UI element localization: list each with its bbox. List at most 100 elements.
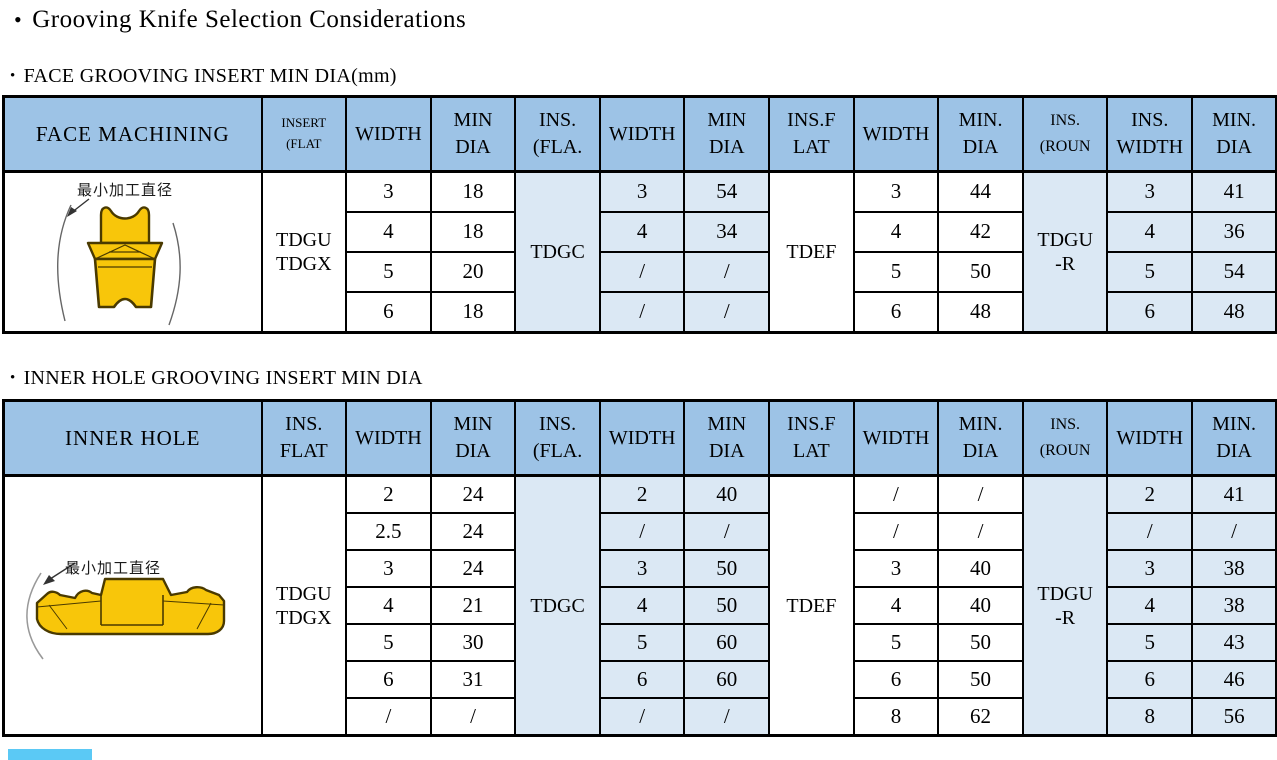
min-dia-cell: 20 (429, 251, 517, 293)
min-dia-cell: 48 (937, 291, 1024, 334)
heading-bullet: • (10, 68, 16, 84)
min-dia-cell: / (937, 474, 1024, 514)
width-cell: 6 (1106, 291, 1194, 334)
min-dia-cell: 50 (937, 251, 1024, 293)
min-dia-cell: 46 (1191, 660, 1277, 699)
table-row: 5 20//5 50 5 54 (4, 251, 1277, 293)
width-cell: 3 (1106, 549, 1194, 588)
min-dia-cell: 18 (429, 170, 517, 213)
column-header: INS. FLAT (260, 399, 348, 477)
width-cell: / (598, 251, 686, 293)
table-row: 5 30 5 60 5 50 5 43 (4, 623, 1277, 662)
inner-hole-insert-diagram (26, 562, 226, 660)
min-dia-cell: / (937, 512, 1024, 551)
width-cell: 6 (852, 291, 940, 334)
column-header: FACE MACHINING (2, 95, 263, 173)
min-dia-cell: 41 (1191, 474, 1277, 514)
min-dia-cell: 40 (937, 586, 1024, 625)
width-cell: 2 (598, 474, 686, 514)
width-cell: 4 (1106, 211, 1194, 253)
min-dia-cell: 18 (429, 211, 517, 253)
column-header: MIN. DIA (937, 399, 1024, 477)
table-row: 最小加工直径 TDGU TDGX 3 18 TDGC 3 54 TDEF 3 44 TDGU -R 3… (2, 170, 1277, 334)
column-header: MIN DIA (683, 95, 771, 173)
min-dia-cell: 43 (1191, 623, 1277, 662)
column-header: MIN. DIA (1191, 95, 1277, 173)
min-dia-cell: 54 (1191, 251, 1277, 293)
width-cell: / (598, 697, 686, 737)
width-cell: 6 (852, 660, 940, 699)
min-dia-cell: 24 (429, 512, 517, 551)
section-heading-text: INNER HOLE GROOVING INSERT MIN DIA (23, 367, 423, 389)
width-cell: 4 (598, 211, 686, 253)
width-cell: 3 (1106, 170, 1194, 213)
width-cell: 4 (1106, 586, 1194, 625)
min-dia-cell: 34 (683, 211, 771, 253)
width-cell: / (345, 697, 432, 737)
min-dia-cell: / (683, 697, 771, 737)
min-dia-cell: 40 (683, 474, 771, 514)
insert-type-cell: TDGU TDGX (260, 474, 348, 737)
min-dia-cell: 56 (1191, 697, 1277, 737)
min-dia-cell: 30 (429, 623, 517, 662)
table-row: 3 24 3 50 3 40 3 38 (4, 549, 1277, 588)
column-header: INSERT (FLAT (260, 95, 348, 173)
min-dia-cell: 41 (1191, 170, 1277, 213)
width-cell: / (1106, 512, 1194, 551)
width-cell: 5 (345, 623, 432, 662)
min-dia-cell: 60 (683, 660, 771, 699)
section-heading-face-grooving: • FACE GROOVING INSERT MIN DIA(mm) (10, 65, 397, 88)
title-bullet: • (14, 7, 23, 32)
width-cell: 5 (1106, 251, 1194, 293)
diagram-caption: 最小加工直径 (65, 559, 162, 577)
min-dia-cell: / (683, 512, 771, 551)
column-header: INS. (FLA. (514, 399, 601, 477)
table-row: 2.5 24// / / / / (4, 512, 1277, 551)
table-row: 最小加工直径 TDGU TDGX 2 24 TDGC 2 40 TDEF / / TDGU -R 2 4… (2, 474, 1277, 737)
width-cell: / (852, 474, 940, 514)
min-dia-cell: 21 (429, 586, 517, 625)
min-dia-cell: 31 (429, 660, 517, 699)
width-cell: 3 (852, 170, 940, 213)
min-dia-cell: 38 (1191, 586, 1277, 625)
min-dia-cell: / (1191, 512, 1277, 551)
min-dia-cell: 38 (1191, 549, 1277, 588)
column-header: WIDTH (345, 399, 432, 477)
min-dia-cell: / (683, 291, 771, 334)
width-cell: 5 (1106, 623, 1194, 662)
width-cell: 5 (598, 623, 686, 662)
min-dia-cell: / (683, 251, 771, 293)
section-heading-inner-hole: • INNER HOLE GROOVING INSERT MIN DIA (10, 367, 423, 390)
insert-type-cell: TDGU -R (1021, 474, 1109, 737)
insert-type-cell: TDGU -R (1021, 170, 1109, 334)
column-header: WIDTH (1106, 399, 1194, 477)
column-header: MIN. DIA (1191, 399, 1277, 477)
column-header: INS. WIDTH (1106, 95, 1194, 173)
page-accent-bar (8, 749, 92, 760)
width-cell: 3 (852, 549, 940, 588)
min-dia-cell: 24 (429, 549, 517, 588)
width-cell: 4 (852, 586, 940, 625)
width-cell: 2 (1106, 474, 1194, 514)
width-cell: 8 (852, 697, 940, 737)
face-grooving-table: FACE MACHINING INSERT (FLAT WIDTH MIN DIA IN… (2, 95, 1277, 334)
width-cell: / (852, 512, 940, 551)
min-dia-cell: 50 (937, 623, 1024, 662)
table-row: 6 18//6 48 6 48 (4, 291, 1277, 334)
min-dia-cell: / (429, 697, 517, 737)
insert-type-cell: TDEF (768, 170, 855, 334)
heading-bullet: • (10, 370, 16, 386)
min-dia-cell: 48 (1191, 291, 1277, 334)
column-header: WIDTH (852, 95, 940, 173)
width-cell: 6 (345, 660, 432, 699)
column-header: INS. (ROUN (1021, 95, 1109, 173)
width-cell: / (598, 291, 686, 334)
min-dia-cell: 60 (683, 623, 771, 662)
width-cell: 5 (852, 251, 940, 293)
width-cell: 6 (1106, 660, 1194, 699)
table-row: 6 31 6 60 6 50 6 46 (4, 660, 1277, 699)
min-dia-cell: 18 (429, 291, 517, 334)
min-dia-cell: 44 (937, 170, 1024, 213)
insert-type-cell: TDGU TDGX (260, 170, 348, 334)
diagram-caption: 最小加工直径 (77, 181, 174, 199)
